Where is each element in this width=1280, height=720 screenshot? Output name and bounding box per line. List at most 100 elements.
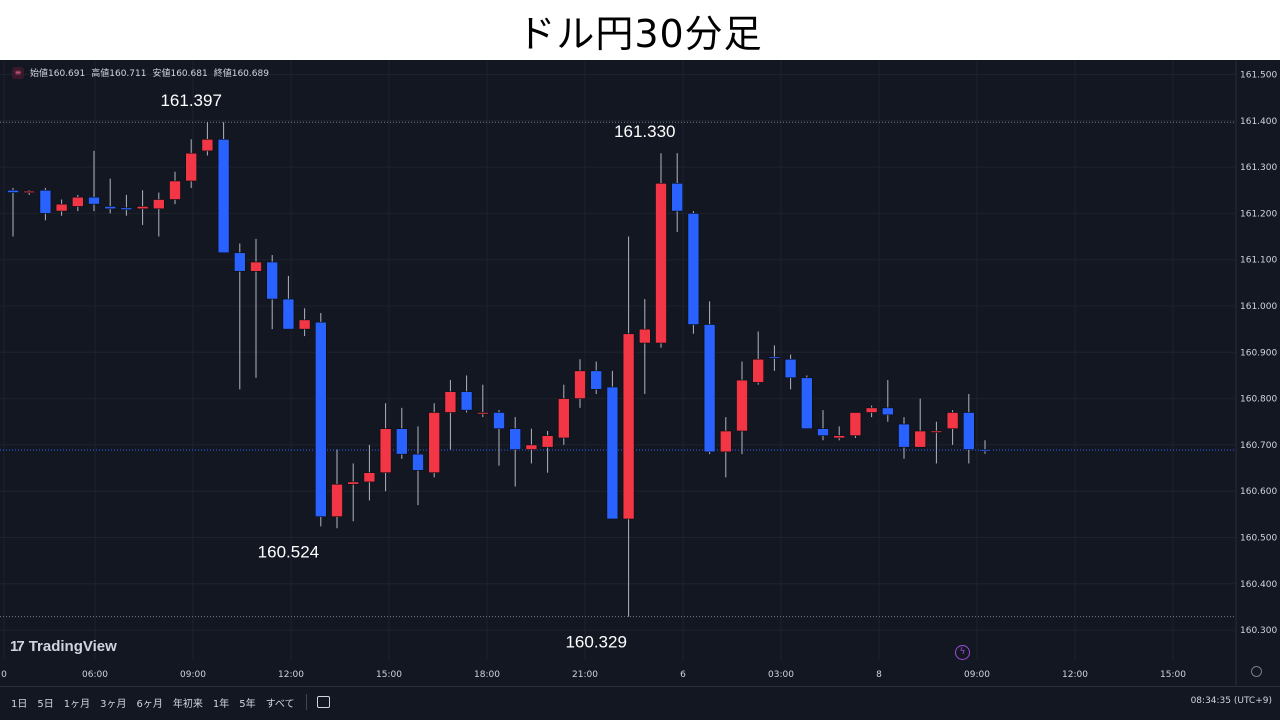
candle-body[interactable]: [476, 412, 489, 415]
candle-body[interactable]: [849, 412, 862, 436]
x-tick-label: 0: [1, 670, 7, 680]
candle-body[interactable]: [88, 196, 100, 205]
candle-body[interactable]: [914, 430, 927, 448]
price-annotation: 160.329: [565, 633, 626, 652]
price-annotation: 161.397: [160, 91, 221, 110]
y-tick-label: 160.700: [1240, 441, 1277, 451]
candle-body[interactable]: [817, 428, 829, 436]
candle-body[interactable]: [250, 261, 262, 272]
candle-body[interactable]: [395, 428, 408, 455]
calendar-icon[interactable]: [316, 696, 330, 708]
ohlc-close: 終値160.689: [213, 69, 269, 79]
range-1y-button[interactable]: 1年: [212, 698, 230, 710]
candle-body[interactable]: [185, 152, 197, 182]
candle-body[interactable]: [314, 321, 327, 517]
candle-body[interactable]: [460, 391, 473, 411]
tradingview-logo[interactable]: 17 TradingView: [10, 638, 117, 655]
candle-body[interactable]: [946, 412, 959, 429]
lightning-icon[interactable]: ϟ: [955, 645, 970, 660]
candle-body[interactable]: [217, 139, 230, 254]
candle-body[interactable]: [169, 180, 181, 200]
candle-body[interactable]: [655, 183, 667, 344]
range-5y-button[interactable]: 5年: [239, 698, 256, 710]
candle-body[interactable]: [23, 190, 36, 193]
range-1m-button[interactable]: 1ヶ月: [63, 698, 91, 710]
brand-name: TradingView: [28, 638, 117, 655]
candle-body[interactable]: [7, 189, 19, 193]
candle-body[interactable]: [234, 252, 246, 272]
y-tick-label: 160.300: [1240, 626, 1277, 636]
candle-body[interactable]: [201, 139, 214, 152]
candle-body[interactable]: [541, 435, 554, 448]
candle-body[interactable]: [930, 430, 943, 433]
candle-body[interactable]: [719, 430, 732, 453]
candle-body[interactable]: [590, 370, 603, 390]
x-tick-label: 21:00: [572, 670, 598, 680]
candlestick-chart[interactable]: 161.500 161.400 161.300 161.200 161.100 161.0…: [0, 60, 1280, 686]
chart-panel[interactable]: 161.500 161.400 161.300 161.200 161.100 161.0…: [0, 60, 1280, 720]
candle-body[interactable]: [671, 183, 684, 212]
candle-body[interactable]: [363, 472, 376, 483]
candle-body[interactable]: [979, 449, 991, 452]
x-tick-label: 15:00: [376, 670, 402, 680]
candle-body[interactable]: [768, 356, 781, 359]
candle-body[interactable]: [752, 358, 765, 383]
candle-body[interactable]: [136, 206, 149, 210]
candle-body[interactable]: [266, 261, 279, 300]
candle-body[interactable]: [622, 333, 635, 520]
candle-body[interactable]: [153, 199, 165, 210]
candle-body[interactable]: [428, 412, 441, 473]
candle-body[interactable]: [509, 428, 522, 450]
candle-body[interactable]: [120, 207, 133, 210]
candle-body[interactable]: [298, 319, 311, 330]
candle-body[interactable]: [412, 453, 424, 471]
candle-body[interactable]: [833, 435, 846, 439]
range-ytd-button[interactable]: 年初来: [172, 698, 203, 710]
series-menu-icon[interactable]: ≡: [12, 66, 24, 79]
candle-body[interactable]: [881, 407, 894, 416]
candle-body[interactable]: [72, 196, 84, 207]
range-6m-button[interactable]: 6ヶ月: [136, 698, 163, 710]
range-all-button[interactable]: すべて: [265, 698, 295, 710]
candle-body[interactable]: [557, 398, 570, 439]
candle-body[interactable]: [800, 377, 813, 429]
candle-body[interactable]: [784, 358, 797, 379]
candle-body[interactable]: [525, 444, 538, 450]
candle-body[interactable]: [379, 428, 392, 473]
x-tick-label: 15:00: [1160, 670, 1186, 680]
candle-body[interactable]: [55, 203, 68, 212]
candle-body[interactable]: [736, 379, 748, 432]
candle-body[interactable]: [574, 370, 586, 399]
candle-body[interactable]: [606, 386, 619, 520]
y-tick-label: 160.400: [1240, 580, 1277, 590]
candle-body[interactable]: [962, 412, 975, 450]
y-tick-label: 161.400: [1240, 117, 1277, 127]
x-tick-label: 09:00: [180, 670, 206, 680]
candle-body[interactable]: [444, 391, 457, 413]
x-tick-label: 6: [680, 670, 686, 680]
range-3m-button[interactable]: 3ヶ月: [100, 698, 127, 710]
candle-body[interactable]: [282, 298, 295, 330]
x-tick-label: 06:00: [82, 670, 108, 680]
timeframe-bar: 1日 5日 1ヶ月 3ヶ月 6ヶ月 年初来 1年 5年 すべて 08:34:35…: [0, 686, 1280, 717]
range-5d-button[interactable]: 5日: [37, 698, 54, 710]
candle-body[interactable]: [39, 189, 52, 214]
candle-body[interactable]: [865, 407, 878, 413]
chart-title-text: ドル円30分足: [517, 11, 763, 56]
price-annotation: 160.524: [258, 542, 319, 561]
candle-body[interactable]: [898, 423, 910, 448]
x-tick-label: 8: [876, 670, 882, 680]
y-tick-label: 160.900: [1240, 348, 1277, 358]
candle-body[interactable]: [331, 483, 343, 517]
range-1d-button[interactable]: 1日: [11, 698, 28, 710]
x-tick-label: 03:00: [768, 670, 794, 680]
candle-body[interactable]: [493, 412, 505, 429]
candle-body[interactable]: [638, 328, 651, 344]
candle-body[interactable]: [104, 206, 116, 210]
clock: 08:34:35 (UTC+9): [1190, 696, 1272, 706]
candle-body[interactable]: [703, 324, 716, 453]
candle-body[interactable]: [687, 213, 700, 325]
candle-body[interactable]: [347, 481, 360, 485]
settings-icon[interactable]: [1251, 666, 1262, 677]
ohlc-high: 高値160.711: [91, 69, 147, 79]
